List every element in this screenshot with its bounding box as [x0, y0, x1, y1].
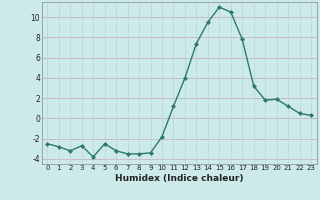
X-axis label: Humidex (Indice chaleur): Humidex (Indice chaleur): [115, 174, 244, 183]
